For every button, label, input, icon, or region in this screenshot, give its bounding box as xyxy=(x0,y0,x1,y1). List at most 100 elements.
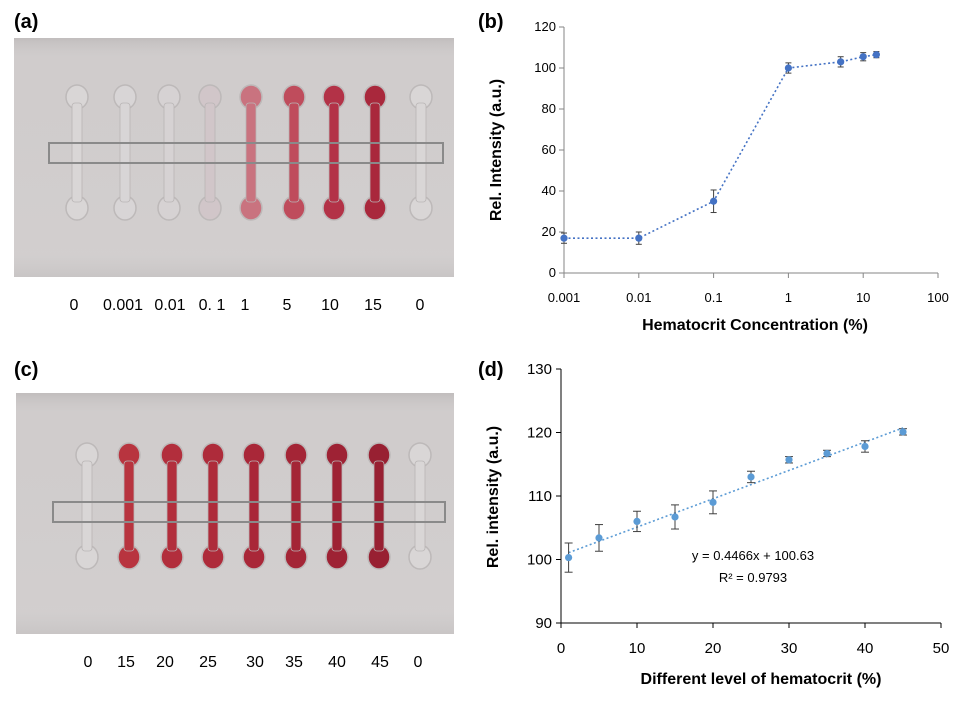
chart-b-marks xyxy=(560,51,880,245)
panel-label-d: (d) xyxy=(478,359,504,381)
chart-b-data-point xyxy=(560,234,568,242)
channel-body xyxy=(71,102,83,203)
conc-label-a-8: 15 xyxy=(364,297,382,314)
channel-a-7 xyxy=(322,84,346,221)
chart-b-data-point xyxy=(710,197,718,205)
channel-group-c xyxy=(75,442,432,570)
channel-a-1 xyxy=(65,84,89,221)
conc-label-c-1: 0 xyxy=(84,654,93,671)
chart-d-data-point xyxy=(671,513,679,521)
chart-d: 90 100 110 120 130 0 10 20 30 40 50 y = … xyxy=(485,361,949,688)
chart-d-data-point xyxy=(823,449,831,458)
chart-b: 0 20 40 60 80 100 120 0.001 0.01 0.1 1 1… xyxy=(488,19,949,334)
channel-body xyxy=(119,102,131,203)
chart-b-x-tick-label: 0.001 xyxy=(548,290,581,305)
chart-b-x-tick-labels: 0.001 0.01 0.1 1 10 100 xyxy=(548,290,949,305)
chart-b-y-tick-label: 0 xyxy=(549,265,556,280)
chart-b-x-axis-title: Hematocrit Concentration (%) xyxy=(642,317,868,334)
chart-d-trendline-equation: y = 0.4466x + 100.63 xyxy=(692,548,814,563)
chart-b-y-tick-label: 20 xyxy=(542,224,556,239)
chart-b-x-tick-label: 100 xyxy=(927,290,949,305)
conc-label-a-4: 0. 1 xyxy=(199,297,226,314)
chart-d-y-tick-label: 90 xyxy=(535,615,552,632)
conc-label-a-3: 0.01 xyxy=(154,297,185,314)
channel-body xyxy=(81,460,93,552)
roi-box-c xyxy=(52,501,446,523)
channel-c-7 xyxy=(325,442,349,570)
channel-body xyxy=(331,460,343,552)
conc-label-c-5: 30 xyxy=(246,654,264,671)
chart-b-data-point xyxy=(872,51,880,59)
channel-body xyxy=(166,460,178,552)
chart-b-data-point xyxy=(859,53,867,61)
chart-d-data-point xyxy=(709,498,717,506)
channel-c-5 xyxy=(242,442,266,570)
channel-body xyxy=(414,460,426,552)
conc-label-c-8: 45 xyxy=(371,654,389,671)
chart-b-axes xyxy=(559,26,939,278)
device-photo-a xyxy=(14,38,454,277)
channel-body xyxy=(290,460,302,552)
conc-label-a-7: 10 xyxy=(321,297,339,314)
chart-d-data-point xyxy=(595,534,603,542)
conc-label-a-1: 0 xyxy=(70,297,79,314)
channel-c-6 xyxy=(284,442,308,570)
photo-a-shading xyxy=(14,38,454,277)
chart-b-y-tick-label: 60 xyxy=(542,142,556,157)
chart-d-marks xyxy=(564,427,907,573)
chart-d-axes xyxy=(556,368,942,628)
chart-b-y-tick-label: 40 xyxy=(542,183,556,198)
chart-d-x-tick-label: 40 xyxy=(857,640,874,657)
chart-d-trendline xyxy=(568,427,904,554)
channel-body xyxy=(415,102,427,203)
channel-group-a xyxy=(65,84,433,221)
channel-body xyxy=(248,460,260,552)
chart-b-y-tick-labels: 0 20 40 60 80 100 120 xyxy=(534,19,556,280)
panel-label-c: (c) xyxy=(14,359,38,381)
conc-label-a-9: 0 xyxy=(416,297,425,314)
channel-body xyxy=(373,460,385,552)
conc-label-c-4: 25 xyxy=(199,654,217,671)
chart-b-x-tick-label: 0.01 xyxy=(626,290,651,305)
channel-c-2 xyxy=(117,442,141,570)
channel-body xyxy=(207,460,219,552)
chart-d-x-tick-label: 20 xyxy=(705,640,722,657)
channel-body xyxy=(288,102,300,203)
device-photo-c xyxy=(16,393,454,634)
channel-a-6 xyxy=(282,84,306,221)
chart-d-data-point xyxy=(747,473,755,481)
chart-d-y-tick-labels: 90 100 110 120 130 xyxy=(527,361,552,632)
chart-d-y-tick-label: 100 xyxy=(527,552,552,569)
chart-d-r-squared: R² = 0.9793 xyxy=(719,570,787,585)
chart-b-x-tick-label: 10 xyxy=(856,290,870,305)
chart-d-x-tick-label: 10 xyxy=(629,640,646,657)
chart-b-data-point xyxy=(784,64,793,72)
chart-b-data-point xyxy=(837,58,845,66)
conc-label-c-3: 20 xyxy=(156,654,174,671)
channel-body xyxy=(369,102,381,203)
channel-c-4 xyxy=(201,442,225,570)
conc-label-c-6: 35 xyxy=(285,654,303,671)
conc-label-c-9: 0 xyxy=(414,654,423,671)
chart-d-data-point xyxy=(899,428,907,436)
channel-c-9 xyxy=(408,442,432,570)
channel-body xyxy=(328,102,340,203)
channel-a-5 xyxy=(239,84,263,221)
channel-c-1 xyxy=(75,442,99,570)
chart-d-y-tick-label: 130 xyxy=(527,361,552,378)
panel-label-b: (b) xyxy=(478,11,504,33)
conc-label-a-2: 0.001 xyxy=(103,297,143,314)
panel-label-a: (a) xyxy=(14,11,38,33)
channel-a-8 xyxy=(363,84,387,221)
channel-body xyxy=(123,460,135,552)
chart-d-y-tick-label: 120 xyxy=(527,425,552,442)
chart-d-y-axis-title: Rel. intensity (a.u.) xyxy=(485,426,502,568)
channel-body xyxy=(204,102,216,203)
chart-d-data-point xyxy=(565,553,573,562)
conc-label-a-5: 1 xyxy=(241,297,250,314)
chart-d-y-tick-label: 110 xyxy=(528,488,552,505)
chart-d-x-tick-labels: 0 10 20 30 40 50 xyxy=(557,640,950,657)
chart-b-x-tick-label: 0.1 xyxy=(705,290,723,305)
chart-b-x-tick-label: 1 xyxy=(785,290,792,305)
channel-a-2 xyxy=(113,84,137,221)
